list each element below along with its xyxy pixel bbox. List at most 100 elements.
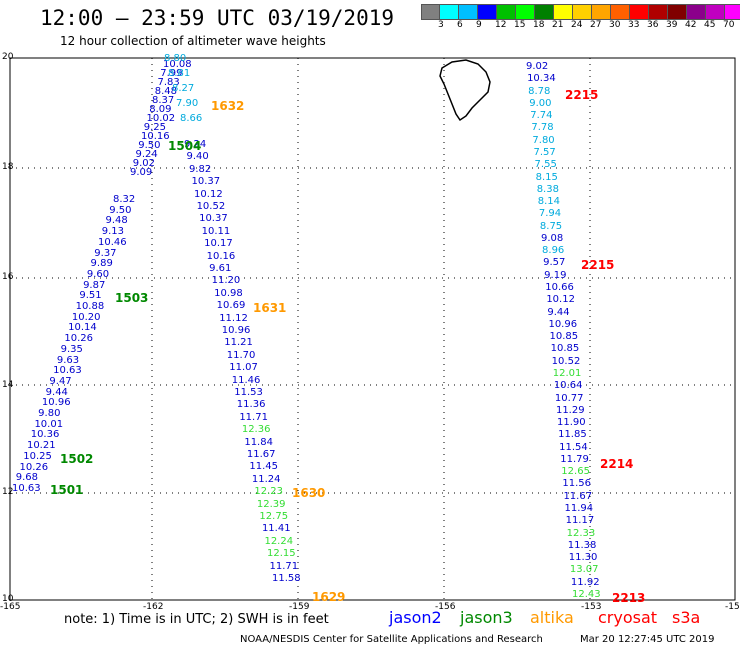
pass-time-label: 2215 <box>565 88 599 102</box>
wave-height-value: 10.36 <box>30 429 60 441</box>
wave-height-value: 9.82 <box>189 163 212 175</box>
wave-height-value: 10.63 <box>53 365 82 377</box>
wave-height-value: 8.15 <box>535 171 558 183</box>
lat-label: 16 <box>2 272 14 282</box>
pass-time-label: 1632 <box>211 99 245 113</box>
lon-label: -153 <box>581 602 602 612</box>
wave-height-value: 11.29 <box>555 404 585 416</box>
scale-label: 24 <box>571 20 583 30</box>
wave-height-value: 12.43 <box>572 589 601 600</box>
wave-height-value: 12.65 <box>561 466 590 478</box>
wave-height-value: 12.39 <box>256 498 286 510</box>
scale-label: 39 <box>666 20 678 30</box>
wave-height-value: 11.41 <box>261 523 291 535</box>
scale-label: 33 <box>628 20 640 30</box>
wave-height-value: 8.81 <box>168 68 191 79</box>
wave-height-value: 8.96 <box>542 245 565 257</box>
wave-height-value: 12.01 <box>552 367 582 379</box>
wave-height-value: 10.26 <box>64 333 93 345</box>
wave-height-value: 10.96 <box>221 325 251 336</box>
scale-swatch <box>668 4 687 20</box>
pass-time-label: 1501 <box>50 483 84 497</box>
wave-height-value: 9.44 <box>547 306 570 318</box>
wave-height-value: 11.30 <box>568 552 598 564</box>
wave-height-value: 11.45 <box>249 461 278 473</box>
wave-height-value: 10.12 <box>546 294 575 306</box>
map-subtitle: 12 hour collection of altimeter wave hei… <box>60 34 326 48</box>
scale-swatch <box>611 4 630 20</box>
scale-label: 42 <box>685 20 697 30</box>
wave-height-value: 8.09 <box>149 104 172 115</box>
wave-height-value: 9.24 <box>135 149 158 160</box>
wave-height-value: 11.54 <box>559 441 588 453</box>
wave-height-value: 10.52 <box>551 355 581 367</box>
wave-height-value: 9.61 <box>209 263 232 274</box>
satellite-legend-item: jason2 <box>389 608 442 627</box>
wave-height-value: 10.98 <box>214 287 243 299</box>
wave-height-value: 10.34 <box>527 73 556 85</box>
wave-height-value: 10.26 <box>19 461 49 473</box>
pass-time-label: 2213 <box>612 591 646 605</box>
wave-height-value: 9.09 <box>130 167 153 178</box>
scale-swatch <box>421 4 440 20</box>
wave-height-value: 10.85 <box>549 331 579 343</box>
lon-label: -165 <box>0 602 21 612</box>
wave-height-value: 7.99 <box>160 68 183 79</box>
scale-label: 36 <box>647 20 659 30</box>
wave-height-value: 11.36 <box>236 399 266 411</box>
island-outline <box>439 59 491 122</box>
generated-timestamp: Mar 20 12:27:45 UTC 2019 <box>580 634 715 645</box>
wave-height-value: 11.24 <box>251 473 281 485</box>
scale-swatch <box>497 4 516 20</box>
lat-label: 12 <box>2 487 14 497</box>
wave-height-value: 10.17 <box>204 238 233 250</box>
scale-label: 9 <box>476 20 482 30</box>
wave-height-value: 10.16 <box>141 131 170 142</box>
wave-height-value: 11.79 <box>560 453 589 465</box>
wave-height-value: 10.46 <box>98 236 127 248</box>
wave-height-value: 8.48 <box>154 86 178 97</box>
scale-swatch <box>649 4 668 20</box>
wave-height-value: 11.46 <box>231 374 261 386</box>
pass-time-label: 1630 <box>292 486 326 500</box>
pass-time-label: 1629 <box>312 590 346 604</box>
wave-height-value: 7.57 <box>533 146 556 158</box>
wave-height-value: 9.89 <box>90 258 113 270</box>
scale-label: 70 <box>723 20 735 30</box>
wave-height-value: 11.71 <box>269 560 299 572</box>
lat-label: 10 <box>2 594 14 604</box>
wave-height-value: 9.37 <box>94 247 117 259</box>
wave-height-value: 8.27 <box>172 83 195 94</box>
lon-label: -156 <box>435 602 456 612</box>
wave-height-value: 9.47 <box>49 375 72 387</box>
wave-height-value: 11.07 <box>229 362 258 374</box>
wave-height-value: 8.80 <box>164 53 187 64</box>
wave-height-value: 10.96 <box>548 318 578 330</box>
scale-swatch <box>630 4 649 20</box>
scale-label: 15 <box>514 20 526 30</box>
pass-time-label: 2214 <box>600 457 634 471</box>
lat-label: 18 <box>2 162 14 172</box>
wave-height-value: 10.66 <box>545 282 574 294</box>
wave-height-value: 10.11 <box>201 225 231 237</box>
pass-time-label: 1502 <box>60 452 94 466</box>
map-title: 12:00 – 23:59 UTC 03/19/2019 <box>40 6 395 30</box>
wave-height-value: 11.84 <box>244 436 273 448</box>
wave-height-value: 9.68 <box>15 472 38 484</box>
scale-label: 12 <box>495 20 507 30</box>
wave-height-value: 10.85 <box>550 343 580 355</box>
wave-height-value: 10.25 <box>23 450 52 462</box>
wave-height-value: 8.75 <box>539 220 563 232</box>
wave-height-value: 9.35 <box>60 343 83 355</box>
wave-height-value: 11.94 <box>564 503 594 515</box>
scale-swatch <box>440 4 459 20</box>
wave-height-value: 8.14 <box>537 196 561 208</box>
lat-label: 14 <box>2 380 14 390</box>
wave-height-value: 7.94 <box>538 208 562 220</box>
wave-height-value: 9.24 <box>184 139 207 150</box>
wave-height-value: 10.37 <box>191 176 221 188</box>
wave-height-value: 11.56 <box>562 478 591 490</box>
satellite-legend-item: cryosat <box>598 608 658 627</box>
wave-height-value: 11.90 <box>557 417 586 429</box>
